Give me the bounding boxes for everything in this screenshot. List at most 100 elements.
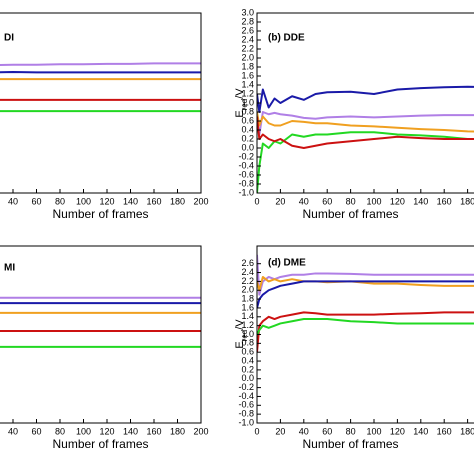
y-axis-label: Ered/V <box>234 319 249 349</box>
y-tick-label: 1.2 <box>241 88 254 98</box>
plot-area <box>0 62 201 113</box>
y-tick-label: 2.6 <box>241 258 254 268</box>
data-line <box>0 62 201 66</box>
y-tick-label: 2.4 <box>241 267 254 277</box>
y-axis-label-part: red <box>240 330 249 342</box>
x-axis-label: Number of frames <box>302 437 398 451</box>
y-tick-label: -0.2 <box>238 382 254 392</box>
x-tick-label: 100 <box>366 426 381 436</box>
y-tick-label: 0.6 <box>241 347 254 357</box>
y-tick-label: 2.4 <box>241 34 254 44</box>
y-tick-label: -1.0 <box>238 417 254 427</box>
x-tick-label: 180 <box>460 196 474 206</box>
x-tick-label: 80 <box>55 196 65 206</box>
x-tick-label: 100 <box>76 426 91 436</box>
y-tick-label: 0.8 <box>241 106 254 116</box>
x-tick-label: 60 <box>31 196 41 206</box>
data-line <box>257 280 474 309</box>
y-axis-label: Ered/V <box>234 88 249 118</box>
y-tick-label: -0.2 <box>238 151 254 161</box>
x-tick-label: 140 <box>123 196 138 206</box>
y-tick-label: 0.2 <box>241 364 254 374</box>
x-tick-label: 80 <box>346 426 356 436</box>
x-tick-label: 120 <box>390 426 405 436</box>
x-tick-label: 160 <box>437 196 452 206</box>
y-tick-label: -0.4 <box>238 391 254 401</box>
data-line <box>257 318 474 335</box>
y-tick-label: -0.8 <box>238 178 254 188</box>
y-tick-label: -0.6 <box>238 169 254 179</box>
y-axis-label-part: /V <box>234 319 246 330</box>
y-tick-label: 0.0 <box>241 142 254 152</box>
data-line <box>257 116 474 149</box>
data-line <box>257 254 474 296</box>
panel-title: MI <box>4 263 15 274</box>
y-tick-label: -0.8 <box>238 409 254 419</box>
y-tick-label: 1.6 <box>241 302 254 312</box>
data-line <box>257 111 474 136</box>
y-axis-label-part: /V <box>234 88 246 99</box>
y-tick-label: 1.0 <box>241 329 254 339</box>
x-axis-label: Number of frames <box>302 207 398 221</box>
x-tick-label: 40 <box>8 196 18 206</box>
x-tick-label: 140 <box>123 426 138 436</box>
panel-title: (d) DME <box>268 258 306 269</box>
y-tick-label: 2.0 <box>241 52 254 62</box>
x-axis-label: Number of frames <box>52 207 148 221</box>
data-line <box>257 311 474 353</box>
plot-area <box>257 85 474 193</box>
x-axis-label: Number of frames <box>52 437 148 451</box>
x-tick-label: 80 <box>55 426 65 436</box>
x-tick-label: 180 <box>170 426 185 436</box>
y-tick-label: 3.0 <box>241 7 254 17</box>
y-tick-label: -1.0 <box>238 187 254 197</box>
y-tick-label: 0.4 <box>241 355 254 365</box>
y-tick-label: 2.8 <box>241 16 254 26</box>
y-tick-label: 0.2 <box>241 133 254 143</box>
y-axis-label-part: red <box>240 99 249 111</box>
y-tick-label: 1.8 <box>241 61 254 71</box>
y-tick-label: 0.4 <box>241 124 254 134</box>
x-tick-label: 60 <box>322 426 332 436</box>
y-axis-label-part: E <box>234 110 246 117</box>
x-tick-label: 0 <box>254 196 259 206</box>
data-line <box>257 131 474 193</box>
y-tick-label: 1.2 <box>241 320 254 330</box>
y-tick-label: 0.6 <box>241 115 254 125</box>
y-axis-label-part: E <box>234 341 246 348</box>
y-tick-label: 1.6 <box>241 70 254 80</box>
x-tick-label: 180 <box>170 196 185 206</box>
plot-area <box>0 296 201 348</box>
y-tick-label: 1.4 <box>241 79 254 89</box>
x-tick-label: 40 <box>8 426 18 436</box>
y-tick-label: 1.8 <box>241 293 254 303</box>
x-tick-label: 140 <box>413 196 428 206</box>
panel-title: (b) DDE <box>268 33 305 44</box>
x-tick-label: 120 <box>99 196 114 206</box>
x-tick-label: 100 <box>366 196 381 206</box>
x-tick-label: 120 <box>390 196 405 206</box>
x-tick-label: 60 <box>322 196 332 206</box>
x-tick-label: 40 <box>299 426 309 436</box>
x-tick-label: 80 <box>346 196 356 206</box>
y-tick-label: 1.0 <box>241 97 254 107</box>
x-tick-label: 160 <box>146 196 161 206</box>
panel-title: DI <box>4 33 14 44</box>
x-tick-label: 120 <box>99 426 114 436</box>
y-tick-label: -0.4 <box>238 160 254 170</box>
x-tick-label: 20 <box>275 426 285 436</box>
x-tick-label: 160 <box>146 426 161 436</box>
x-tick-label: 160 <box>437 426 452 436</box>
y-tick-label: 2.6 <box>241 25 254 35</box>
y-tick-label: 2.2 <box>241 276 254 286</box>
y-tick-label: -0.6 <box>238 400 254 410</box>
plot-area <box>257 254 474 353</box>
y-tick-label: 2.2 <box>241 43 254 53</box>
y-tick-label: 2.0 <box>241 285 254 295</box>
x-tick-label: 140 <box>413 426 428 436</box>
x-tick-label: 40 <box>299 196 309 206</box>
y-tick-label: 0.8 <box>241 338 254 348</box>
x-tick-label: 200 <box>193 426 208 436</box>
